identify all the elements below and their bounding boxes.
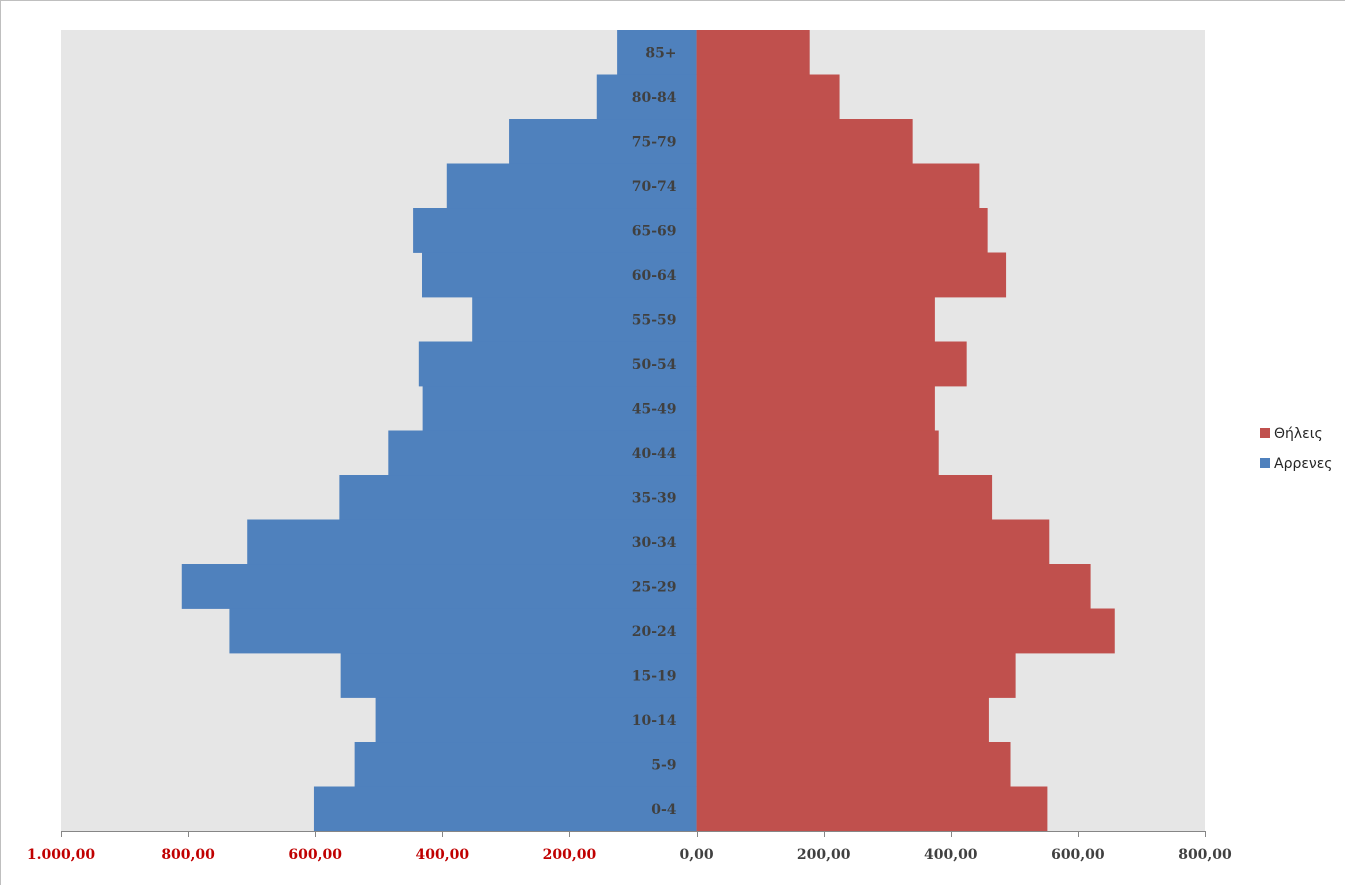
bar-left-40-44	[388, 430, 697, 476]
x-tick-label: 600,00	[288, 847, 342, 863]
x-tick-label: 1.000,00	[27, 847, 95, 863]
bar-left-30-34	[247, 519, 697, 565]
bar-left-45-49	[422, 386, 697, 431]
category-label: 20-24	[632, 624, 677, 640]
bar-left-60-64	[422, 252, 697, 298]
legend-label: Αρρενες	[1274, 456, 1333, 472]
x-tick-label: 800,00	[161, 847, 215, 863]
bar-left-65-69	[413, 208, 697, 253]
bar-left-15-19	[340, 653, 697, 698]
category-label: 80-84	[632, 90, 677, 106]
bar-left-85+	[617, 30, 697, 75]
category-label: 85+	[645, 45, 676, 61]
bar-right-35-39	[696, 475, 993, 520]
bar-right-5-9	[696, 742, 1011, 787]
x-tick-label: 0,00	[680, 847, 714, 863]
bar-left-70-74	[446, 163, 697, 209]
bar-left-0-4	[313, 786, 697, 832]
bar-left-75-79	[509, 119, 697, 164]
x-tick-label: 200,00	[797, 847, 851, 863]
category-label: 75-79	[632, 134, 677, 150]
bar-left-5-9	[354, 742, 697, 787]
category-label: 5-9	[651, 757, 676, 773]
bar-right-20-24	[696, 608, 1115, 654]
bar-right-75-79	[696, 119, 913, 164]
category-label: 70-74	[632, 179, 677, 195]
legend: Θήλεις Αρρενες	[1260, 426, 1333, 472]
legend-swatch	[1260, 428, 1270, 438]
category-label: 25-29	[632, 579, 677, 595]
x-tick-label: 600,00	[1051, 847, 1105, 863]
bar-left-80-84	[596, 74, 697, 120]
bar-left-50-54	[418, 341, 697, 387]
category-label: 15-19	[632, 668, 677, 684]
legend-label: Θήλεις	[1274, 426, 1323, 442]
bar-right-60-64	[696, 252, 1007, 298]
bar-right-30-34	[696, 519, 1050, 565]
bar-right-45-49	[696, 386, 935, 431]
bar-right-80-84	[696, 74, 840, 120]
bar-right-70-74	[696, 163, 980, 209]
category-label: 45-49	[632, 401, 677, 417]
x-tick-label: 800,00	[1178, 847, 1232, 863]
bar-left-10-14	[375, 697, 697, 743]
bar-right-65-69	[696, 208, 988, 253]
x-tick-label: 200,00	[543, 847, 597, 863]
bar-left-55-59	[472, 297, 697, 342]
series-bars-right	[696, 30, 1115, 832]
category-label: 40-44	[632, 446, 677, 462]
bar-right-0-4	[696, 786, 1048, 832]
bar-left-25-29	[181, 564, 697, 609]
bar-left-35-39	[339, 475, 697, 520]
category-label: 10-14	[632, 713, 677, 729]
x-tick-label: 400,00	[416, 847, 470, 863]
category-label: 55-59	[632, 312, 677, 328]
category-label: 35-39	[632, 490, 677, 506]
category-labels: 0-4 5-9 10-14 15-19 20-24 25-29 30-34 35-39 40-4…	[632, 45, 677, 818]
bar-right-85+	[696, 30, 810, 75]
bar-right-15-19	[696, 653, 1016, 698]
category-label: 0-4	[651, 802, 677, 818]
category-label: 50-54	[632, 357, 677, 373]
bar-right-55-59	[696, 297, 935, 342]
category-label: 30-34	[632, 535, 677, 551]
bar-right-10-14	[696, 697, 989, 743]
x-axis: 1.000,00 800,00 600,00 400,00 200,00 0,00 200,…	[27, 831, 1232, 863]
category-label: 60-64	[632, 268, 677, 284]
bar-right-25-29	[696, 564, 1091, 609]
bar-right-40-44	[696, 430, 939, 476]
bar-right-50-54	[696, 341, 967, 387]
bar-left-20-24	[229, 608, 697, 654]
x-tick-label: 400,00	[924, 847, 978, 863]
series-bars-left	[181, 30, 697, 832]
legend-swatch	[1260, 458, 1270, 468]
category-label: 65-69	[632, 223, 677, 239]
